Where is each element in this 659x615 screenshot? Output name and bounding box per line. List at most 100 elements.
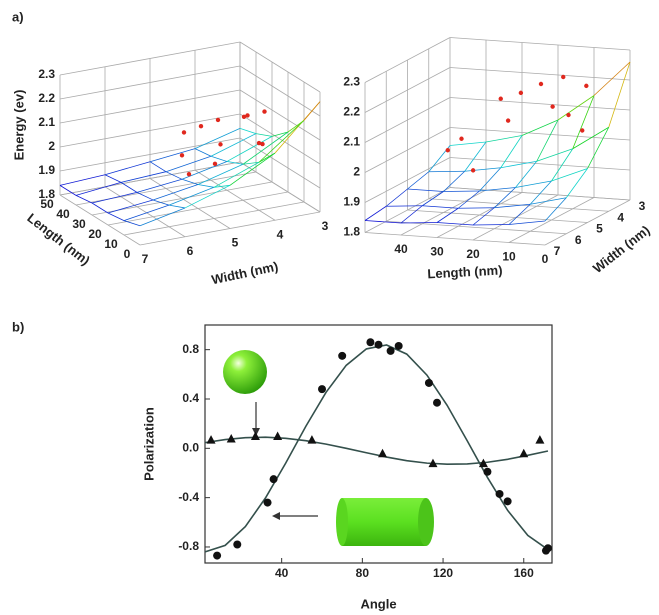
mesh-segment — [152, 199, 170, 206]
mesh-segment — [229, 152, 276, 186]
grid-line — [239, 41, 321, 93]
data-point — [566, 112, 571, 118]
data-point — [503, 497, 512, 506]
y-tick-label: 20 — [466, 247, 480, 261]
mesh-segment — [508, 203, 531, 225]
z-tick-label: 2.2 — [38, 91, 55, 105]
mesh-segment — [464, 141, 487, 172]
mesh-segment — [515, 160, 538, 188]
mesh-segment — [242, 161, 260, 165]
grid-line — [239, 113, 321, 165]
y-tick-label: 40 — [56, 207, 70, 221]
mesh-segment — [107, 212, 125, 221]
grid-line — [449, 97, 631, 111]
mesh-segment — [104, 161, 151, 176]
mesh-segment — [443, 170, 466, 192]
data-point — [181, 130, 187, 135]
z-tick-label: 2 — [353, 165, 360, 179]
mesh-segment — [572, 126, 609, 150]
grid-line — [436, 192, 523, 238]
grid-line — [59, 194, 141, 246]
mesh-segment — [165, 171, 183, 180]
data-point — [273, 431, 283, 440]
data-point — [470, 168, 476, 173]
mesh-segment — [530, 197, 567, 205]
data-point — [318, 385, 327, 394]
mesh-segment — [255, 133, 273, 137]
data-point — [561, 74, 566, 80]
mesh-segment — [168, 186, 215, 206]
mesh-segment — [149, 148, 196, 163]
grid-line — [194, 169, 276, 221]
mesh-segment — [181, 178, 199, 185]
z-tick-label: 2.3 — [38, 67, 55, 81]
mesh-segment — [149, 161, 167, 173]
mesh-segment — [239, 128, 257, 134]
data-point — [535, 435, 545, 444]
mesh-segment — [608, 61, 631, 128]
mesh-segment — [226, 136, 273, 162]
mesh-segment — [587, 127, 610, 169]
mesh-segment — [500, 135, 523, 168]
mesh-segment — [428, 170, 465, 173]
data-point — [262, 109, 267, 114]
z-tick-label: 1.9 — [38, 163, 55, 177]
grid-line — [407, 209, 588, 223]
x-tick-label: 5 — [596, 222, 603, 236]
mesh-segment — [529, 180, 552, 205]
data-point — [250, 431, 260, 440]
grid-line — [364, 232, 546, 246]
data-point — [256, 140, 262, 146]
mesh-segment — [136, 191, 154, 201]
mesh-segment — [181, 161, 228, 180]
mesh-segment — [472, 224, 510, 226]
mesh-segment — [258, 152, 276, 163]
mesh-segment — [213, 184, 231, 188]
mesh-segment — [258, 120, 305, 163]
mesh-segment — [91, 191, 138, 204]
mesh-segment — [521, 119, 559, 136]
z-tick-label: 1.9 — [343, 195, 360, 209]
data-point — [213, 551, 222, 560]
x-axis-title: Angle — [360, 596, 396, 611]
mesh-segment — [485, 135, 523, 143]
grid-line — [149, 178, 231, 229]
mesh-segment — [197, 163, 244, 185]
grid-line — [449, 127, 631, 141]
mesh-segment — [385, 188, 408, 207]
mesh-segment — [364, 205, 387, 221]
mesh-segment — [572, 95, 595, 149]
grid-line — [449, 157, 631, 171]
y-tick-label: 0.8 — [182, 342, 199, 356]
mesh-segment — [152, 184, 199, 201]
data-point — [433, 398, 442, 407]
grid-line — [449, 37, 631, 51]
mesh-segment — [407, 171, 430, 190]
data-point — [179, 153, 185, 158]
mesh-segment — [479, 187, 516, 192]
data-point — [584, 83, 589, 89]
y-tick-label: 50 — [40, 197, 54, 211]
grid-line — [449, 67, 631, 81]
mesh-segment — [120, 171, 167, 183]
y-tick-label: -0.4 — [178, 490, 199, 504]
data-point — [198, 123, 204, 129]
data-point — [269, 475, 278, 484]
y-axis-title: Polarization — [141, 407, 156, 481]
mesh-segment — [210, 155, 228, 162]
y-tick-label: 0 — [124, 247, 131, 261]
x-tick-label: 5 — [232, 236, 239, 250]
mesh-segment — [123, 220, 141, 227]
data-point — [186, 171, 192, 177]
x-axis-title: Width (nm) — [210, 259, 279, 288]
data-point — [518, 90, 524, 96]
mesh-segment — [407, 188, 444, 192]
mesh-segment — [593, 61, 631, 96]
data-point — [550, 104, 555, 109]
z-tick-label: 2.2 — [343, 105, 360, 119]
grid-line — [386, 220, 567, 235]
mesh-segment — [536, 119, 559, 162]
grid-line — [123, 201, 305, 236]
mesh-segment — [271, 131, 289, 137]
